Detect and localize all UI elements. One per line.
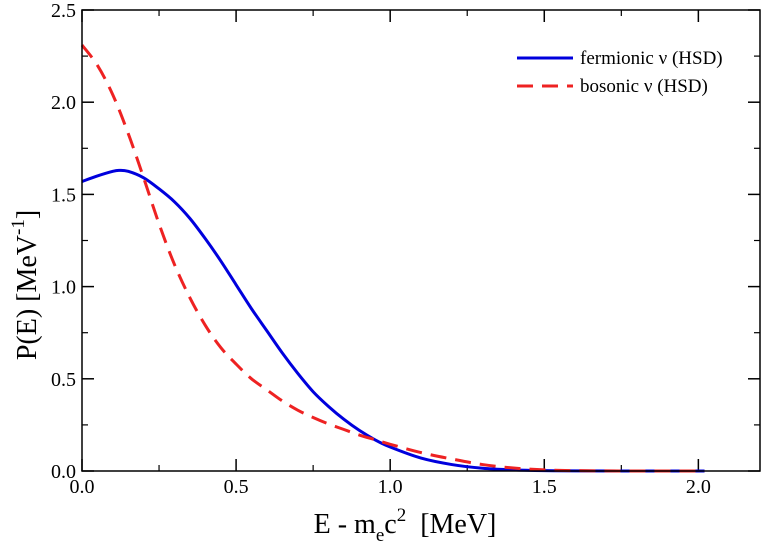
y-tick-label: 0.5 [51, 369, 76, 391]
tick-labels: 0.0 0.5 1.0 1.5 2.0 0.0 0.5 1.0 1.5 2.0 2.5 [51, 0, 711, 498]
y-tick-label: 2.5 [51, 0, 76, 22]
x-axis-title-unit: [MeV] [420, 509, 496, 540]
x-axis-title: E - mec2 [MeV] [314, 505, 497, 545]
plot-frame [81, 9, 761, 472]
x-axis-title-sub: e [376, 525, 384, 545]
svg-text:E - mec2[MeV]: E - mec2 [MeV] [314, 505, 497, 545]
legend-label-bosonic: bosonic ν (HSD) [580, 76, 708, 97]
bosonic-series-line [80, 44, 705, 473]
data-series [80, 44, 705, 473]
x-tick-label: 2.0 [686, 476, 711, 498]
x-tick-label: 1.0 [378, 476, 403, 498]
y-tick-label: 1.0 [51, 277, 76, 299]
y-tick-label: 1.5 [51, 184, 76, 206]
x-axis-title-sup: 2 [397, 505, 407, 526]
x-axis-title-c: c [384, 509, 396, 540]
x-axis-title-main: E - m [314, 509, 376, 540]
x-tick-label: 0.5 [224, 476, 249, 498]
fermionic-series-line [81, 168, 705, 473]
legend: fermionic ν (HSD) bosonic ν (HSD) [517, 48, 723, 97]
y-tick-label: 0.0 [51, 461, 76, 483]
y-axis-title: P(E) [MeV-1] [8, 210, 43, 360]
x-tick-label: 1.5 [532, 476, 557, 498]
y-tick-label: 2.0 [51, 92, 76, 114]
x-tick-label: 0.0 [70, 476, 95, 498]
y-axis-title-main: P(E) [MeV [12, 235, 43, 360]
y-axis-title-sup: -1 [8, 219, 29, 235]
legend-label-fermionic: fermionic ν (HSD) [580, 48, 723, 69]
y-axis-title-close: ] [12, 210, 43, 219]
svg-text:P(E) [MeV-1]: P(E) [MeV-1] [8, 210, 43, 360]
